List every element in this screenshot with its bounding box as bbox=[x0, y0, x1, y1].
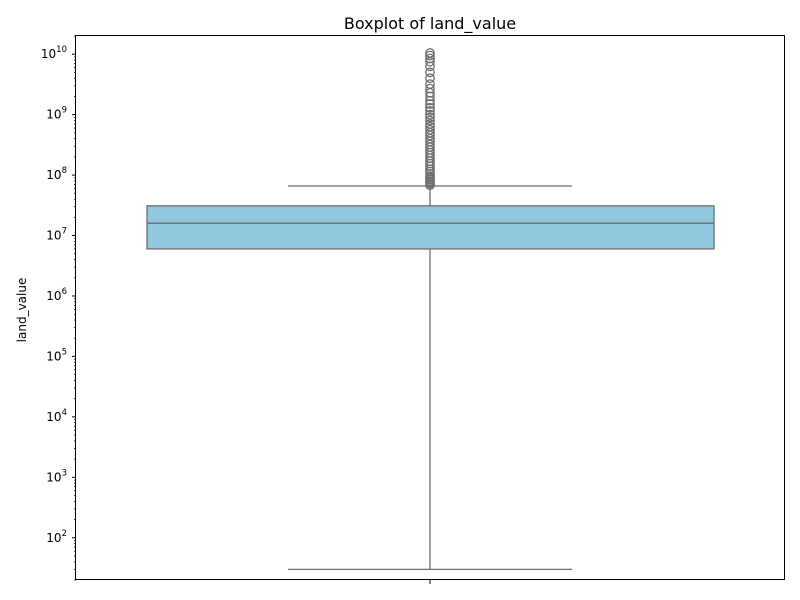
y-axis-label: land_value bbox=[15, 278, 29, 343]
chart-title: Boxplot of land_value bbox=[344, 14, 516, 34]
axes-frame bbox=[75, 35, 785, 580]
outlier-point bbox=[425, 48, 435, 58]
outlier-point bbox=[425, 125, 435, 135]
y-tick-label: 106 bbox=[46, 287, 67, 303]
outlier-point bbox=[425, 67, 435, 78]
y-tick-label: 107 bbox=[46, 227, 67, 243]
iqr-box bbox=[146, 205, 715, 250]
y-tick-label: 1010 bbox=[41, 45, 67, 61]
outlier-point bbox=[425, 83, 435, 94]
y-tick-label: 104 bbox=[46, 408, 67, 424]
outlier-point bbox=[425, 99, 435, 109]
outlier-point bbox=[425, 73, 435, 84]
y-tick-label: 102 bbox=[46, 529, 67, 545]
outlier-point bbox=[425, 109, 435, 120]
outlier-point bbox=[425, 79, 435, 89]
y-tick-label: 108 bbox=[46, 166, 67, 182]
outlier-point bbox=[425, 50, 435, 61]
y-axis-ticks: 102 103 104 105 106 107 108 109 1010 bbox=[41, 35, 431, 584]
outlier-point bbox=[425, 106, 435, 116]
outlier-point bbox=[425, 112, 435, 123]
outlier-point bbox=[425, 115, 435, 126]
outlier-point bbox=[425, 121, 435, 132]
plot-area bbox=[146, 48, 715, 571]
outlier-point bbox=[425, 119, 435, 129]
y-tick-label: 105 bbox=[46, 347, 67, 363]
outlier-point bbox=[425, 102, 435, 113]
y-tick-label: 109 bbox=[46, 106, 67, 122]
y-tick-label: 103 bbox=[46, 468, 67, 484]
outlier-point bbox=[425, 53, 435, 64]
